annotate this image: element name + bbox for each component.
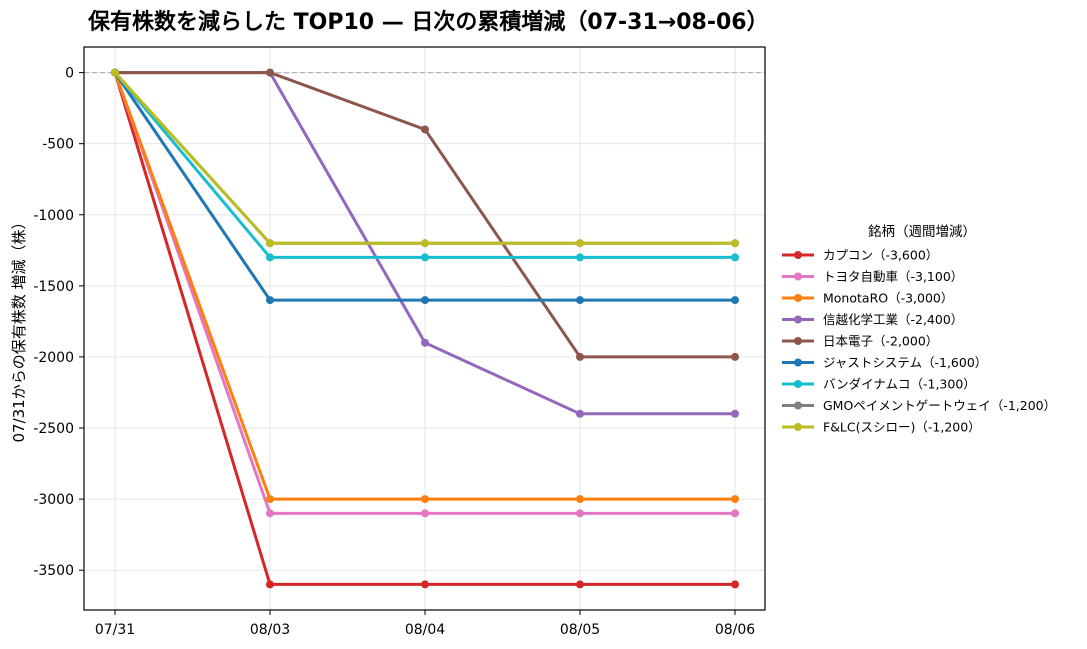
legend-label: トヨタ自動車（-3,100） — [823, 269, 963, 284]
y-tick-label: -3000 — [33, 492, 74, 508]
series-lines — [111, 68, 739, 589]
data-point — [576, 580, 584, 589]
x-tick-label: 08/06 — [715, 622, 755, 638]
data-point — [576, 352, 584, 361]
legend-item: F&LC(スシロー)（-1,200） — [782, 420, 981, 435]
legend-label: ジャストシステム（-1,600） — [823, 355, 987, 370]
data-point — [731, 509, 739, 518]
legend-swatch-marker — [794, 380, 802, 388]
legend-swatch-marker — [794, 423, 802, 431]
data-point — [266, 296, 274, 305]
data-point — [731, 239, 739, 248]
data-point — [576, 495, 584, 504]
data-point — [266, 68, 274, 77]
data-point — [576, 296, 584, 305]
data-point — [266, 253, 274, 262]
y-tick-label: -2000 — [33, 350, 74, 366]
data-point — [576, 409, 584, 418]
legend-item: MonotaRO（-3,000） — [782, 291, 953, 306]
data-point — [421, 253, 429, 262]
data-point — [731, 495, 739, 504]
legend-item: バンダイナムコ（-1,300） — [782, 377, 976, 392]
legend-label: F&LC(スシロー)（-1,200） — [823, 420, 981, 435]
data-point — [421, 338, 429, 347]
x-axis-ticks: 07/31 08/03 08/04 08/05 08/06 — [95, 610, 755, 638]
chart-title: 保有株数を減らした TOP10 — 日次の累積増減（07-31→08-06） — [88, 10, 769, 35]
x-tick-label: 07/31 — [95, 622, 135, 638]
legend-item: 信越化学工業（-2,400） — [782, 312, 963, 327]
data-point — [421, 580, 429, 589]
legend-label: 信越化学工業（-2,400） — [823, 312, 963, 327]
data-point — [266, 509, 274, 518]
legend-swatch-marker — [794, 337, 802, 345]
x-tick-label: 08/03 — [250, 622, 290, 638]
data-point — [111, 68, 119, 77]
data-point — [576, 509, 584, 518]
legend-label: バンダイナムコ（-1,300） — [823, 377, 976, 392]
data-point — [421, 239, 429, 248]
legend-swatch-marker — [794, 401, 802, 410]
legend-swatch-marker — [794, 358, 802, 367]
x-tick-label: 08/05 — [560, 622, 600, 638]
data-point — [421, 495, 429, 504]
legend-label: 日本電子（-2,000） — [823, 334, 938, 349]
legend-label: カプコン（-3,600） — [823, 248, 938, 263]
data-point — [576, 253, 584, 262]
series-2 — [111, 68, 739, 518]
legend-item: GMOペイメントゲートウェイ（-1,200） — [782, 398, 1056, 413]
y-axis-ticks: 0 -500 -1000 -1500 -2000 -2500 -3000 -3500 — [33, 66, 84, 579]
legend: 銘柄（週間増減） カプコン（-3,600） トヨタ自動車（-3,100） Monot… — [782, 223, 1056, 435]
data-point — [731, 253, 739, 262]
legend-swatch-marker — [794, 272, 802, 281]
data-point — [731, 352, 739, 361]
data-point — [421, 125, 429, 134]
legend-item: ジャストシステム（-1,600） — [782, 355, 987, 370]
legend-title: 銘柄（週間増減） — [868, 223, 976, 240]
series-9 — [111, 68, 739, 248]
legend-swatch-marker — [794, 294, 802, 302]
x-tick-label: 08/04 — [405, 622, 445, 638]
legend-label: MonotaRO（-3,000） — [823, 291, 953, 306]
y-tick-label: -3500 — [33, 563, 74, 579]
data-point — [731, 296, 739, 305]
y-tick-label: 0 — [65, 66, 74, 82]
data-point — [421, 296, 429, 305]
data-point — [731, 409, 739, 418]
y-tick-label: -1000 — [33, 208, 74, 224]
data-point — [576, 239, 584, 248]
y-tick-label: -500 — [42, 137, 74, 153]
legend-swatch-marker — [794, 315, 802, 324]
y-tick-label: -1500 — [33, 279, 74, 295]
data-point — [421, 509, 429, 518]
legend-swatch-marker — [794, 251, 802, 259]
y-tick-label: -2500 — [33, 421, 74, 437]
legend-item: トヨタ自動車（-3,100） — [782, 269, 963, 284]
data-point — [266, 239, 274, 248]
data-point — [266, 580, 274, 589]
y-axis-label: 07/31からの保有株数 増減（株） — [10, 215, 28, 443]
legend-item: 日本電子（-2,000） — [782, 334, 938, 349]
legend-label: GMOペイメントゲートウェイ（-1,200） — [823, 398, 1056, 413]
data-point — [731, 580, 739, 589]
data-point — [266, 495, 274, 504]
legend-item: カプコン（-3,600） — [782, 248, 938, 263]
